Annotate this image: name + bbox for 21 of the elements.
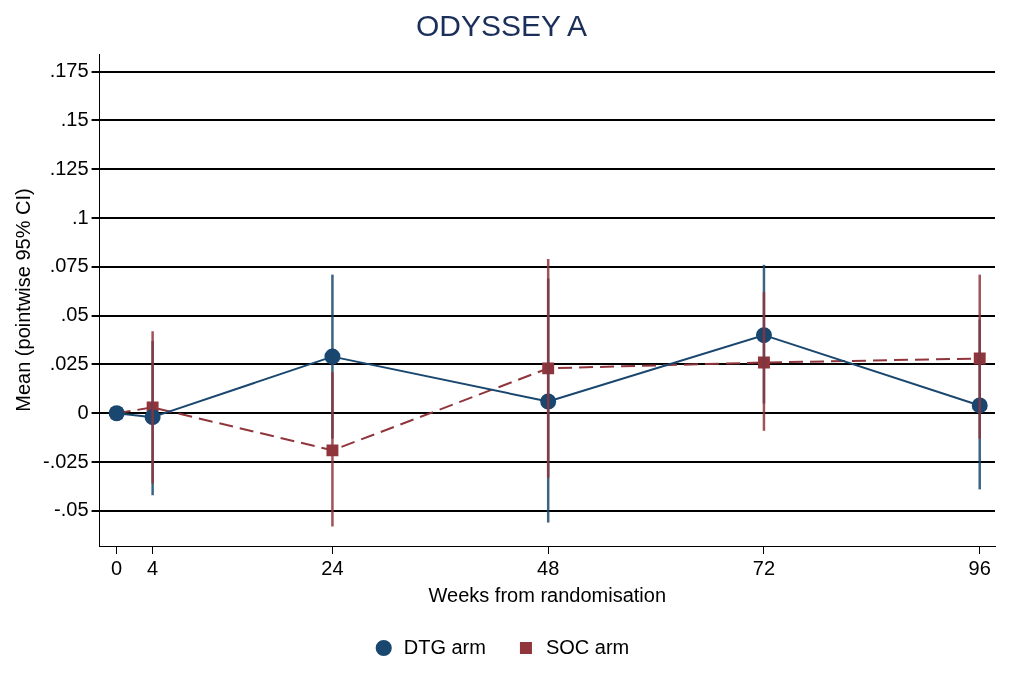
legend-label: SOC arm [545,635,630,658]
y-tick-label: .05 [60,303,89,326]
chart-title: ODYSSEY A [415,9,588,43]
y-tick-label: .075 [49,254,89,277]
y-tick-label: .125 [49,156,89,179]
y-tick-label: .175 [49,59,89,82]
y-tick-label: .1 [71,205,89,228]
y-tick-label: -.05 [54,498,89,521]
x-tick-label: 96 [968,556,991,579]
x-tick-label: 48 [537,556,560,579]
y-tick-label: .15 [60,107,89,130]
y-tick-label: 0 [77,400,89,423]
y-axis-title: Mean (pointwise 95% CI) [11,188,34,412]
x-axis-title: Weeks from randomisation [428,583,667,606]
y-tick-label: .025 [49,351,89,374]
x-tick-label: 0 [111,556,123,579]
x-tick-label: 4 [147,556,159,579]
y-tick-label: -.025 [42,449,89,472]
legend-label: DTG arm [403,635,486,658]
x-tick-label: 72 [752,556,776,579]
x-tick-label: 24 [321,556,344,579]
